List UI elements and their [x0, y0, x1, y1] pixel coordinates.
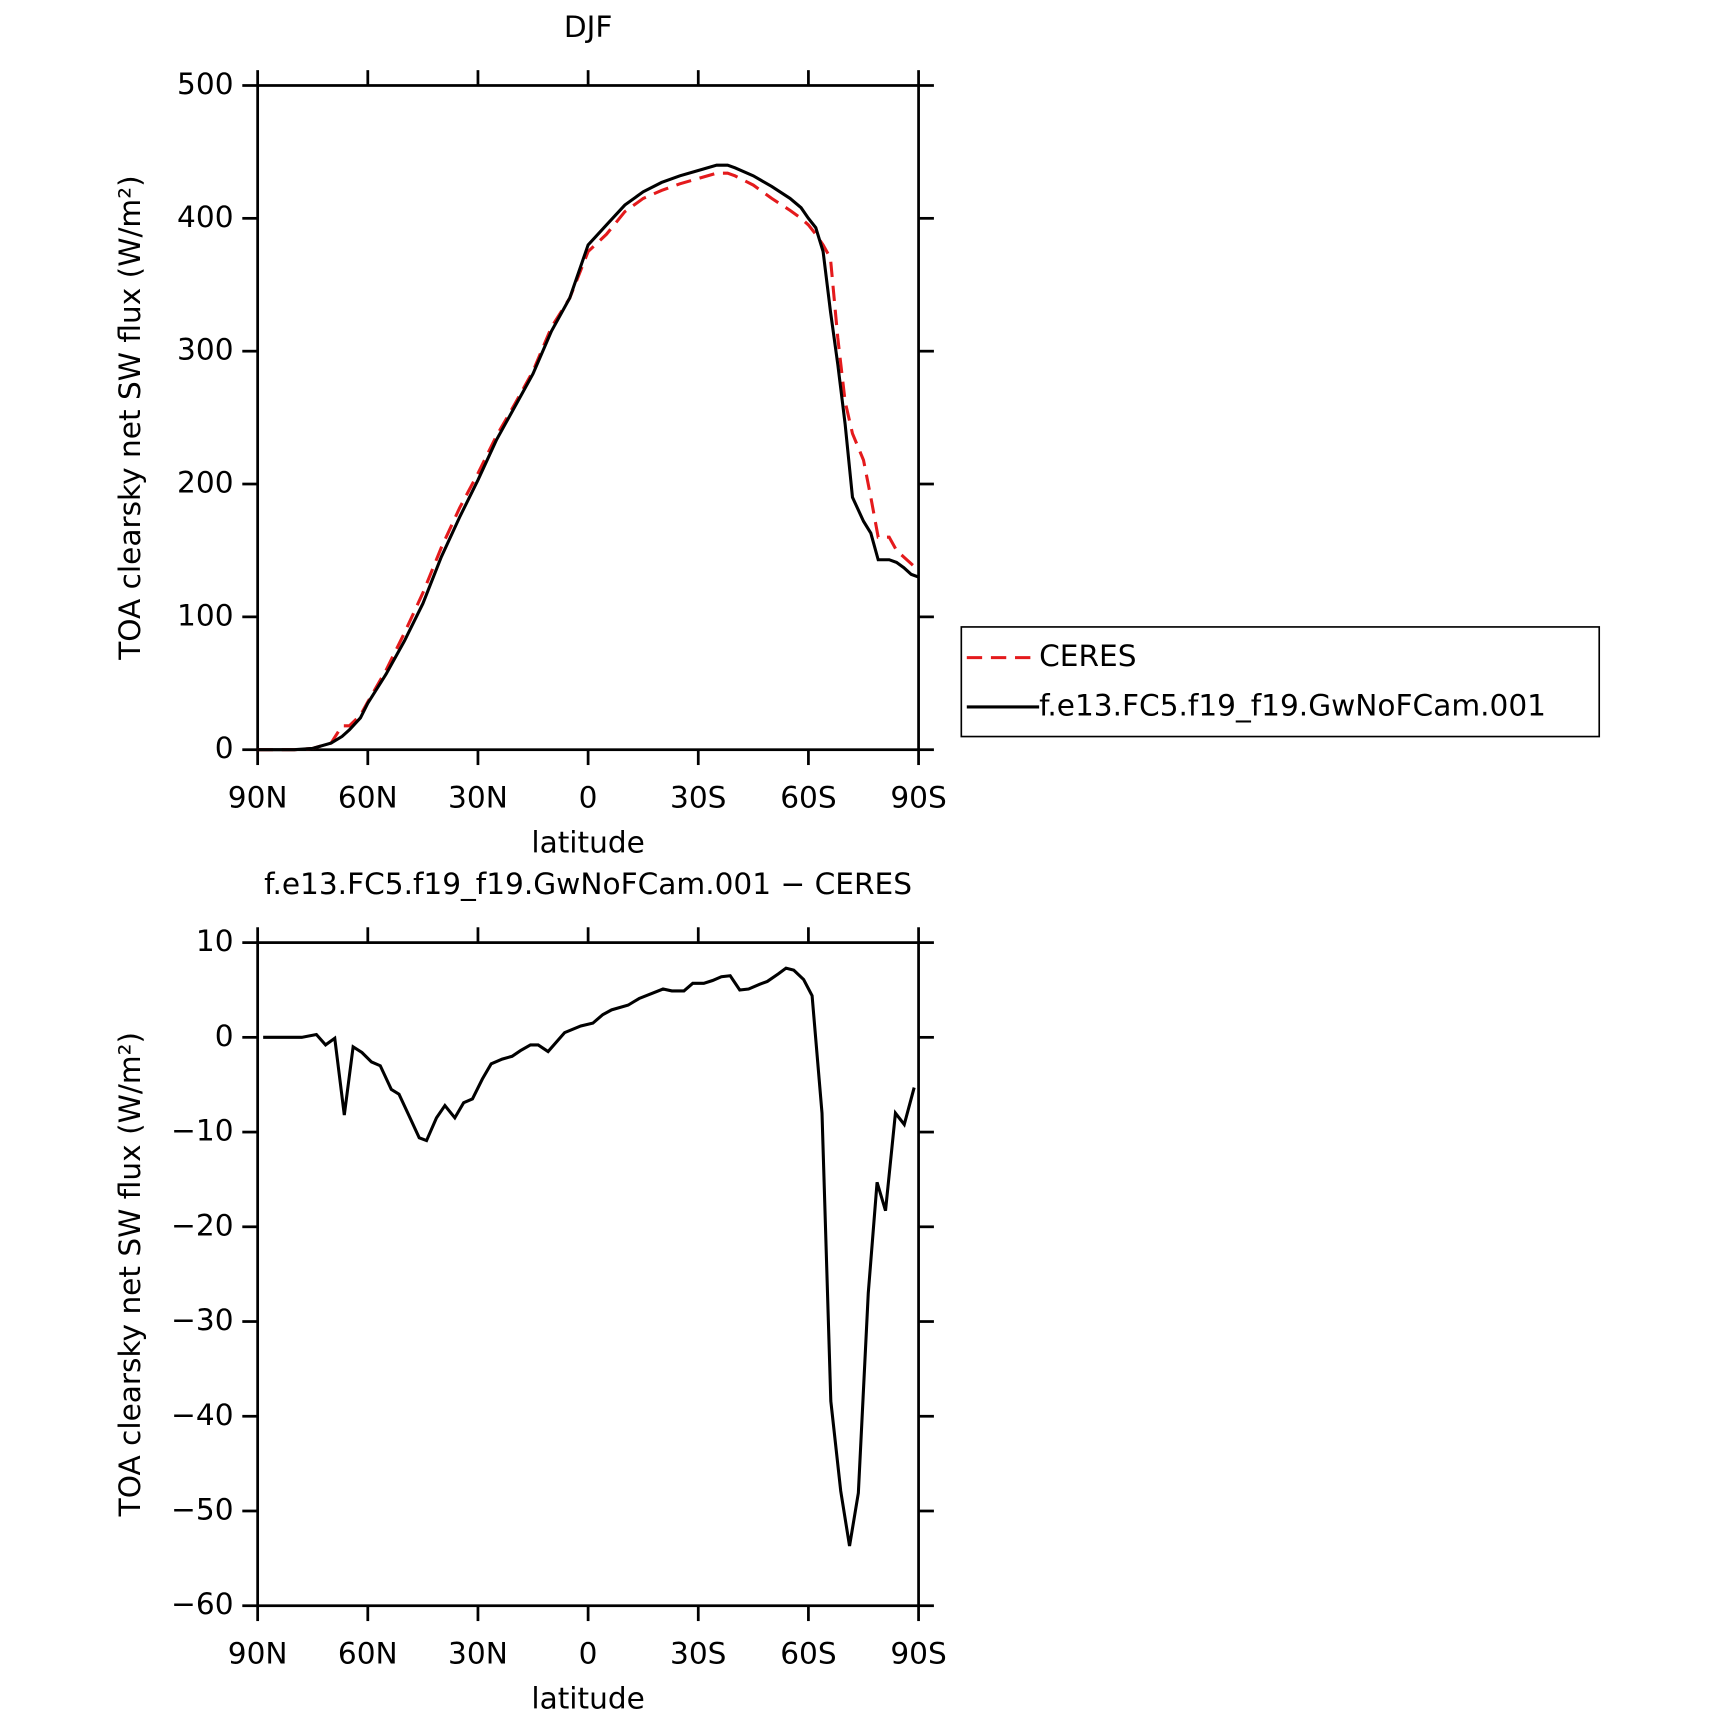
x-axis-label: latitude [531, 825, 644, 859]
y-tick-label: −40 [171, 1398, 233, 1432]
x-tick-label: 30S [670, 781, 726, 815]
x-tick-label: 30N [448, 1637, 508, 1671]
x-tick-label: 90S [890, 781, 946, 815]
y-tick-label: −50 [171, 1492, 233, 1526]
data-line [257, 171, 920, 752]
y-tick-label: 0 [215, 1019, 234, 1053]
y-tick-label: 10 [196, 924, 234, 958]
chart-title: DJF [564, 10, 613, 44]
y-tick-label: −60 [171, 1587, 233, 1621]
data-line [257, 163, 920, 752]
y-tick-label: 300 [177, 333, 233, 367]
legend-box [960, 626, 1601, 738]
x-axis-label: latitude [531, 1681, 644, 1715]
plot-frame [256, 941, 920, 1608]
data-line [263, 966, 916, 1547]
x-tick-label: 0 [579, 781, 598, 815]
x-tick-label: 90N [228, 781, 288, 815]
chart-title: f.e13.FC5.f19_f19.GwNoFCam.001 − CERES [264, 867, 912, 901]
plot-frame [256, 84, 920, 752]
y-tick-label: 200 [177, 466, 233, 500]
y-tick-label: 500 [177, 67, 233, 101]
x-tick-label: 30S [670, 1637, 726, 1671]
y-tick-label: −10 [171, 1114, 233, 1148]
x-tick-label: 0 [579, 1637, 598, 1671]
y-tick-label: 100 [177, 598, 233, 632]
y-axis-label: TOA clearsky net SW flux (W/m²) [113, 1032, 147, 1517]
y-tick-label: 400 [177, 200, 233, 234]
x-tick-label: 90N [228, 1637, 288, 1671]
x-tick-label: 60S [780, 781, 836, 815]
x-tick-label: 60N [338, 781, 398, 815]
x-tick-label: 30N [448, 781, 508, 815]
x-tick-label: 60N [338, 1637, 398, 1671]
x-tick-label: 90S [890, 1637, 946, 1671]
y-tick-label: −20 [171, 1208, 233, 1242]
x-tick-label: 60S [780, 1637, 836, 1671]
legend-label: f.e13.FC5.f19_f19.GwNoFCam.001 [1039, 688, 1546, 722]
y-tick-label: −30 [171, 1303, 233, 1337]
legend-label: CERES [1039, 639, 1136, 673]
y-tick-label: 0 [215, 731, 234, 765]
y-axis-label: TOA clearsky net SW flux (W/m²) [113, 175, 147, 660]
